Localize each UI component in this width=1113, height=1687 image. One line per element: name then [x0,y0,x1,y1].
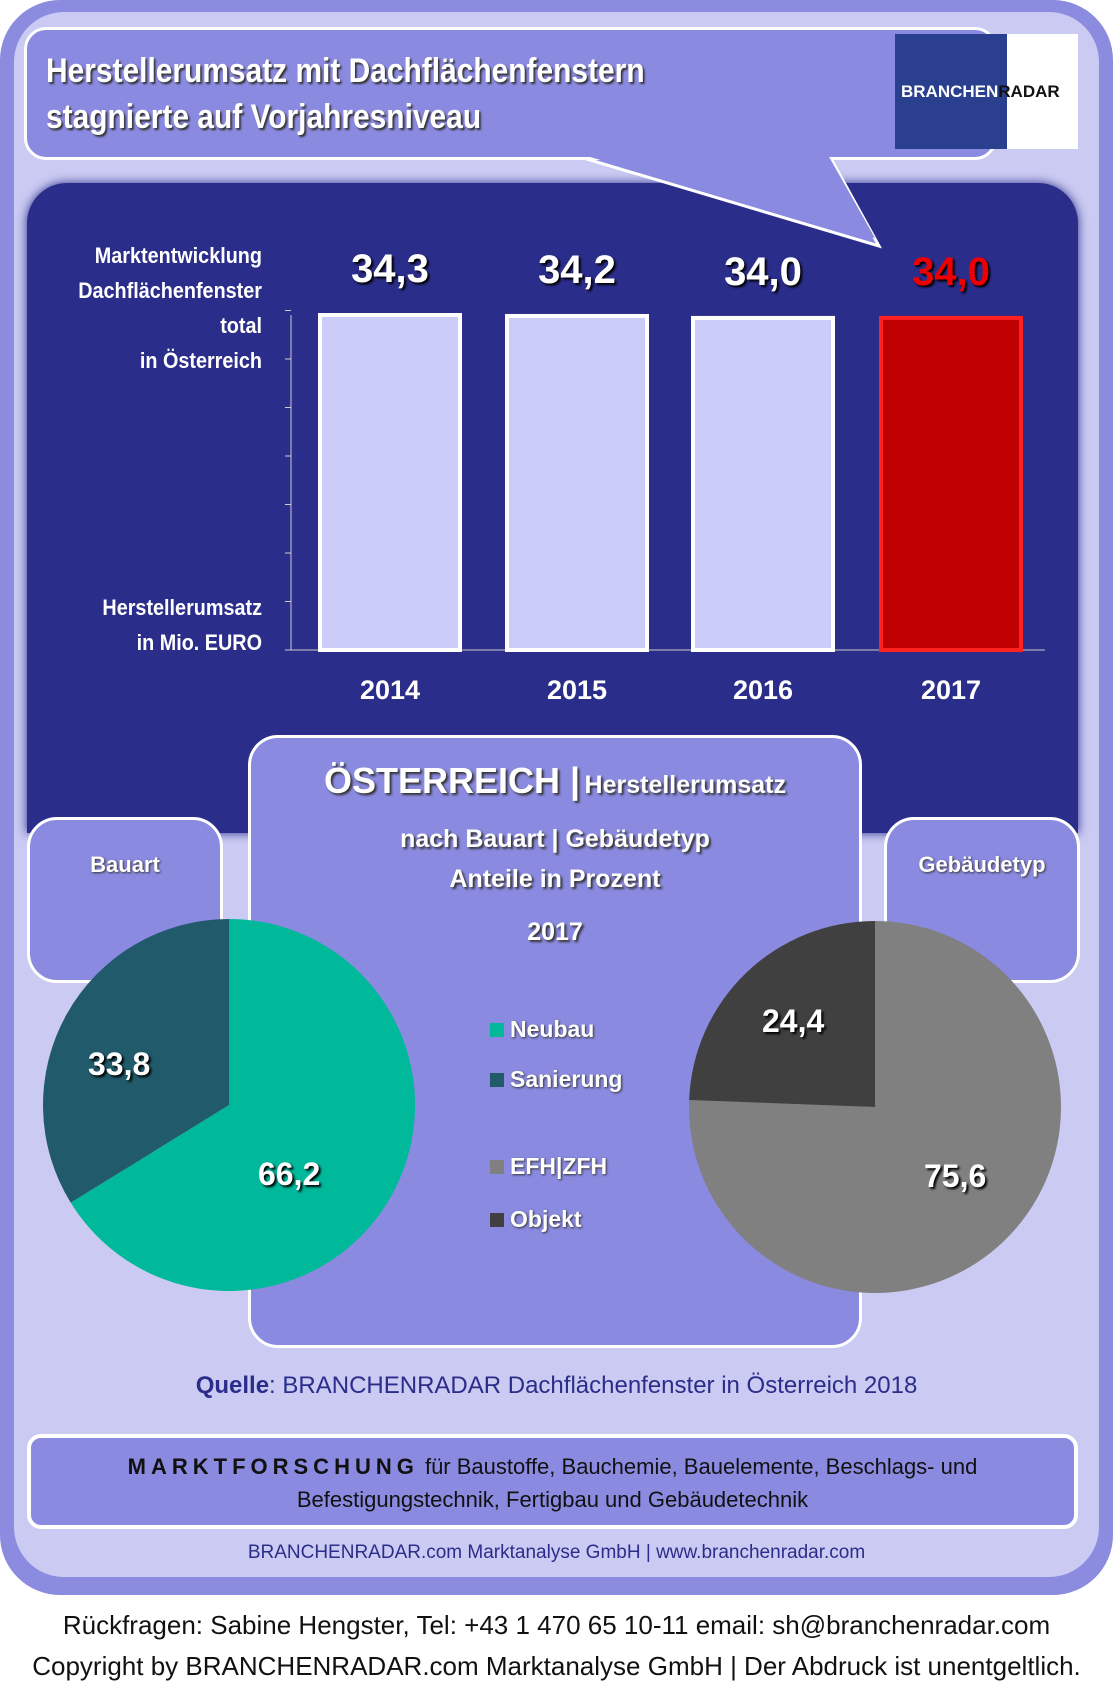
legend-neubau: Neubau [490,1016,594,1043]
y-axis-unit: Herstellerumsatz in Mio. EURO [102,595,262,655]
x-tick-label: 2015 [546,675,608,705]
bar-2016 [691,315,835,652]
bar-value-label: 34,0 [912,249,990,294]
branchenradar-logo: BRANCHENRADAR [895,34,1078,149]
bauart-slice-0 [70,919,415,1291]
gebaeudetyp-slice-0 [689,921,1061,1293]
legend-efh-zfh: EFH|ZFH [490,1153,607,1180]
headline-line-2: stagnierte auf Vorjahresniveau [46,98,482,136]
center-year: 2017 [527,918,583,946]
pie-label-efh: 75,6 [924,1158,987,1194]
bar-2015 [505,313,649,652]
pie-label-objekt: 24,4 [762,1003,825,1039]
y-axis-title: Marktentwicklung Dachflächenfenster total i… [78,243,262,373]
headline-line-1: Herstellerumsatz mit Dachflächenfenstern [46,52,645,90]
legend-objekt: Objekt [490,1206,582,1233]
x-tick-label: 2017 [920,675,982,705]
contact-line: Rückfragen: Sabine Hengster, Tel: +43 1 … [62,1610,1051,1640]
legend-sanierung: Sanierung [490,1066,622,1093]
pie-label-neubau: 66,2 [258,1156,321,1192]
center-unit: Anteile in Prozent [449,865,661,893]
gebaeudetyp-slice-1 [689,921,875,1107]
market-research-box: MARKTFORSCHUNG für Baustoffe, Bauchemie,… [27,1434,1078,1529]
source-line: Quelle: BRANCHENRADAR Dachflächenfenster… [195,1372,918,1399]
bar-2014 [318,313,462,652]
gebaeudetyp-title: Gebäudetyp [918,852,1046,877]
bauart-slice-1 [42,919,230,1203]
headline: Herstellerumsatz mit Dachflächenfenstern… [46,48,645,140]
headline-bubble [24,27,997,160]
x-tick-label: 2016 [732,675,794,705]
pie-charts [42,919,1061,1293]
bar-value-label: 34,2 [538,247,616,292]
x-tick-label: 2014 [359,675,421,705]
pie-label-sanierung: 33,8 [88,1046,151,1082]
bubble-tail-fill [583,155,875,238]
bar-value-label: 34,0 [724,249,802,294]
bar-2017 [879,315,1023,652]
center-title: ÖSTERREICH | Herstellerumsatz [323,760,787,801]
bar-value-label: 34,3 [351,247,429,291]
company-line: BRANCHENRADAR.com Marktanalyse GmbH | ww… [247,1542,866,1563]
center-subtitle: nach Bauart | Gebäudetyp [400,825,710,853]
bar-chart [285,310,1045,652]
copyright-line: Copyright by BRANCHENRADAR.com Marktanal… [32,1651,1081,1681]
bauart-title: Bauart [90,852,160,877]
